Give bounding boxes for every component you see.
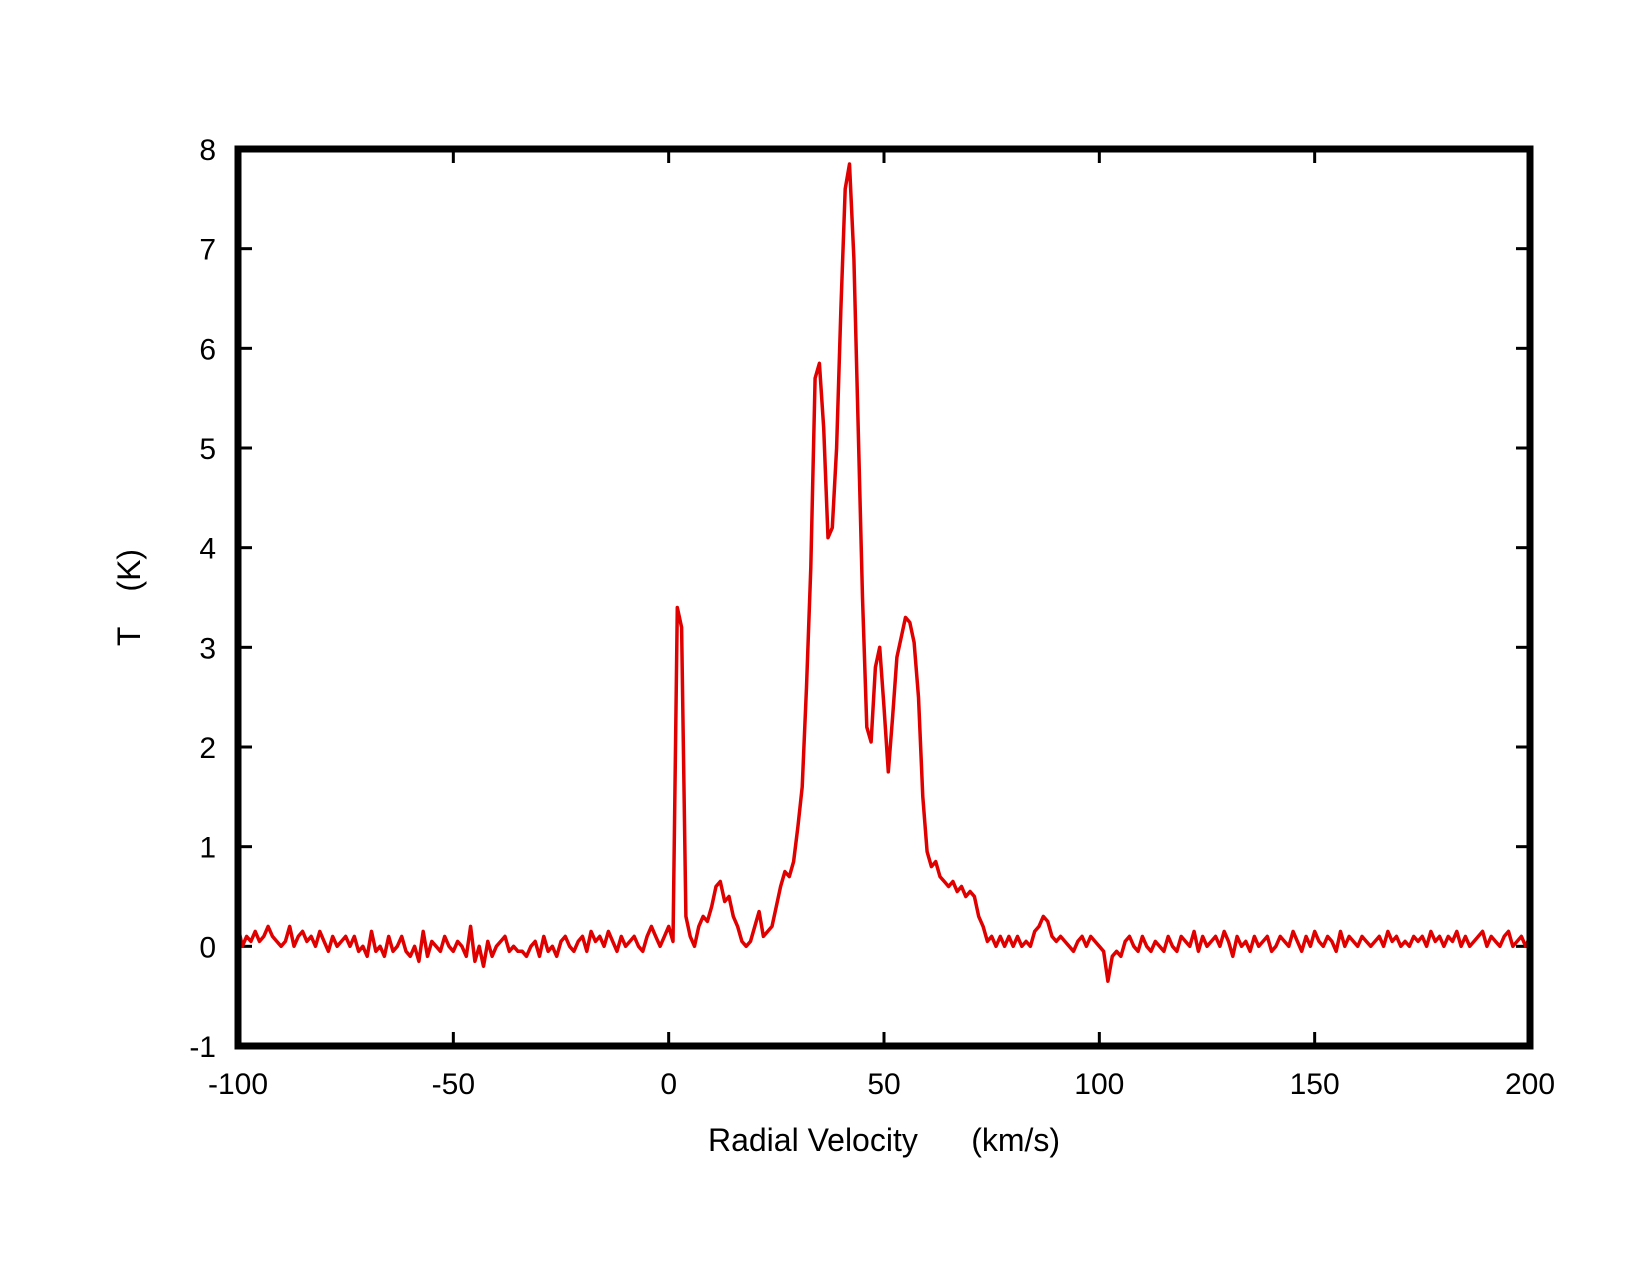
x-tick-label: -100 — [208, 1068, 268, 1101]
x-tick-label: -50 — [432, 1068, 475, 1101]
y-tick-label: 2 — [199, 732, 216, 765]
y-tick-label: 3 — [199, 632, 216, 665]
x-tick-label: 150 — [1290, 1068, 1340, 1101]
y-tick-label: 1 — [199, 832, 216, 865]
x-tick-label: 50 — [867, 1068, 900, 1101]
y-tick-label: 6 — [199, 333, 216, 366]
x-tick-label: 100 — [1074, 1068, 1124, 1101]
x-tick-label: 0 — [660, 1068, 677, 1101]
plot-frame — [234, 145, 1534, 1050]
spectrum-line — [236, 162, 1532, 983]
labels-layer: -100 -50 0 50 100 150 200 -1 0 1 2 3 4 5 6 7 8 — [189, 134, 1555, 1101]
y-tick-label: 5 — [199, 433, 216, 466]
y-tick-label: 7 — [199, 234, 216, 267]
y-axis-title: T (K) — [111, 549, 147, 646]
line-layer — [236, 162, 1532, 983]
y-tick-label: 4 — [199, 533, 216, 566]
ticks-layer — [236, 147, 1532, 1048]
y-tick-label: -1 — [189, 1031, 216, 1064]
x-axis-title: Radial Velocity (km/s) — [708, 1122, 1060, 1158]
y-tick-label: 8 — [199, 134, 216, 167]
x-tick-label: 200 — [1505, 1068, 1555, 1101]
y-tick-label: 0 — [199, 931, 216, 964]
